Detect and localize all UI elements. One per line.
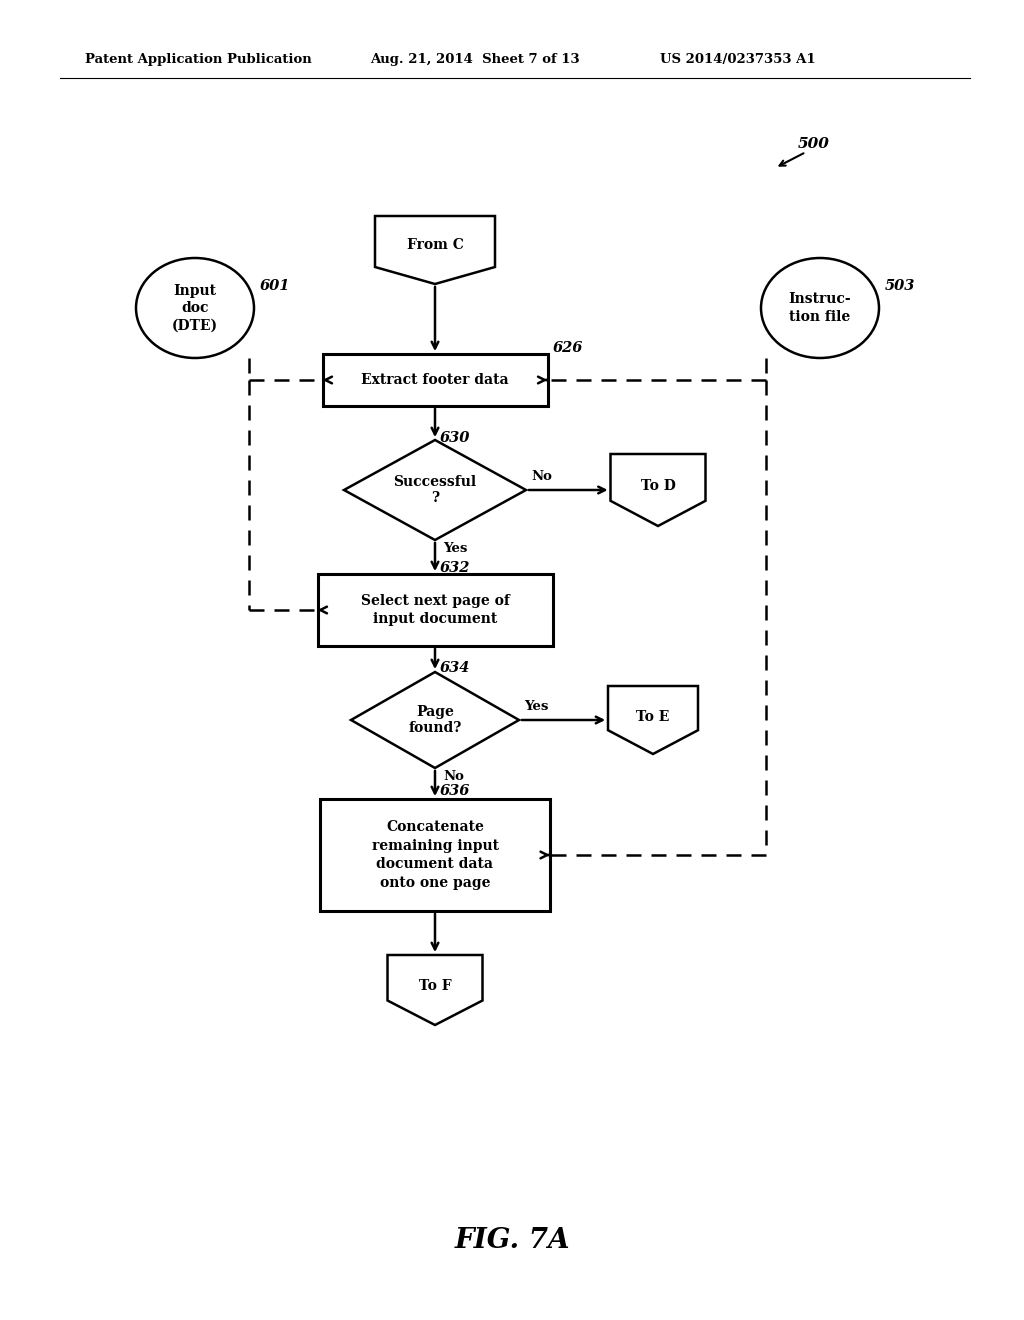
Text: From C: From C	[407, 238, 464, 252]
Text: No: No	[531, 470, 552, 483]
Text: 500: 500	[798, 137, 829, 150]
Text: Concatenate
remaining input
document data
onto one page: Concatenate remaining input document dat…	[372, 821, 499, 890]
Text: Extract footer data: Extract footer data	[361, 374, 509, 387]
Text: 503: 503	[885, 279, 915, 293]
Text: 636: 636	[440, 784, 470, 799]
Text: Instruc-
tion file: Instruc- tion file	[788, 292, 851, 323]
Polygon shape	[351, 672, 519, 768]
Text: 634: 634	[440, 661, 470, 675]
Text: No: No	[443, 770, 464, 783]
Bar	[317, 574, 553, 645]
Text: 601: 601	[260, 279, 291, 293]
Text: Yes: Yes	[443, 543, 467, 554]
Text: US 2014/0237353 A1: US 2014/0237353 A1	[660, 54, 816, 66]
Polygon shape	[387, 954, 482, 1026]
Text: Input
doc
(DTE): Input doc (DTE)	[172, 284, 218, 333]
Text: To F: To F	[419, 979, 452, 994]
Text: FIG. 7A: FIG. 7A	[455, 1226, 569, 1254]
Text: Aug. 21, 2014  Sheet 7 of 13: Aug. 21, 2014 Sheet 7 of 13	[370, 54, 580, 66]
Text: Page
found?: Page found?	[409, 705, 462, 735]
Polygon shape	[344, 440, 526, 540]
Text: 630: 630	[440, 432, 470, 445]
Ellipse shape	[761, 257, 879, 358]
Polygon shape	[375, 216, 495, 284]
Bar	[323, 354, 548, 407]
Text: Select next page of
input document: Select next page of input document	[360, 594, 509, 626]
Text: Patent Application Publication: Patent Application Publication	[85, 54, 311, 66]
Text: To D: To D	[641, 479, 676, 494]
Text: To E: To E	[636, 710, 670, 723]
Text: 632: 632	[440, 561, 470, 576]
Bar	[319, 799, 550, 911]
Text: Yes: Yes	[524, 700, 549, 713]
Text: 626: 626	[553, 341, 583, 355]
Polygon shape	[608, 686, 698, 754]
Polygon shape	[610, 454, 706, 525]
Text: Successful
?: Successful ?	[393, 475, 476, 506]
Ellipse shape	[136, 257, 254, 358]
